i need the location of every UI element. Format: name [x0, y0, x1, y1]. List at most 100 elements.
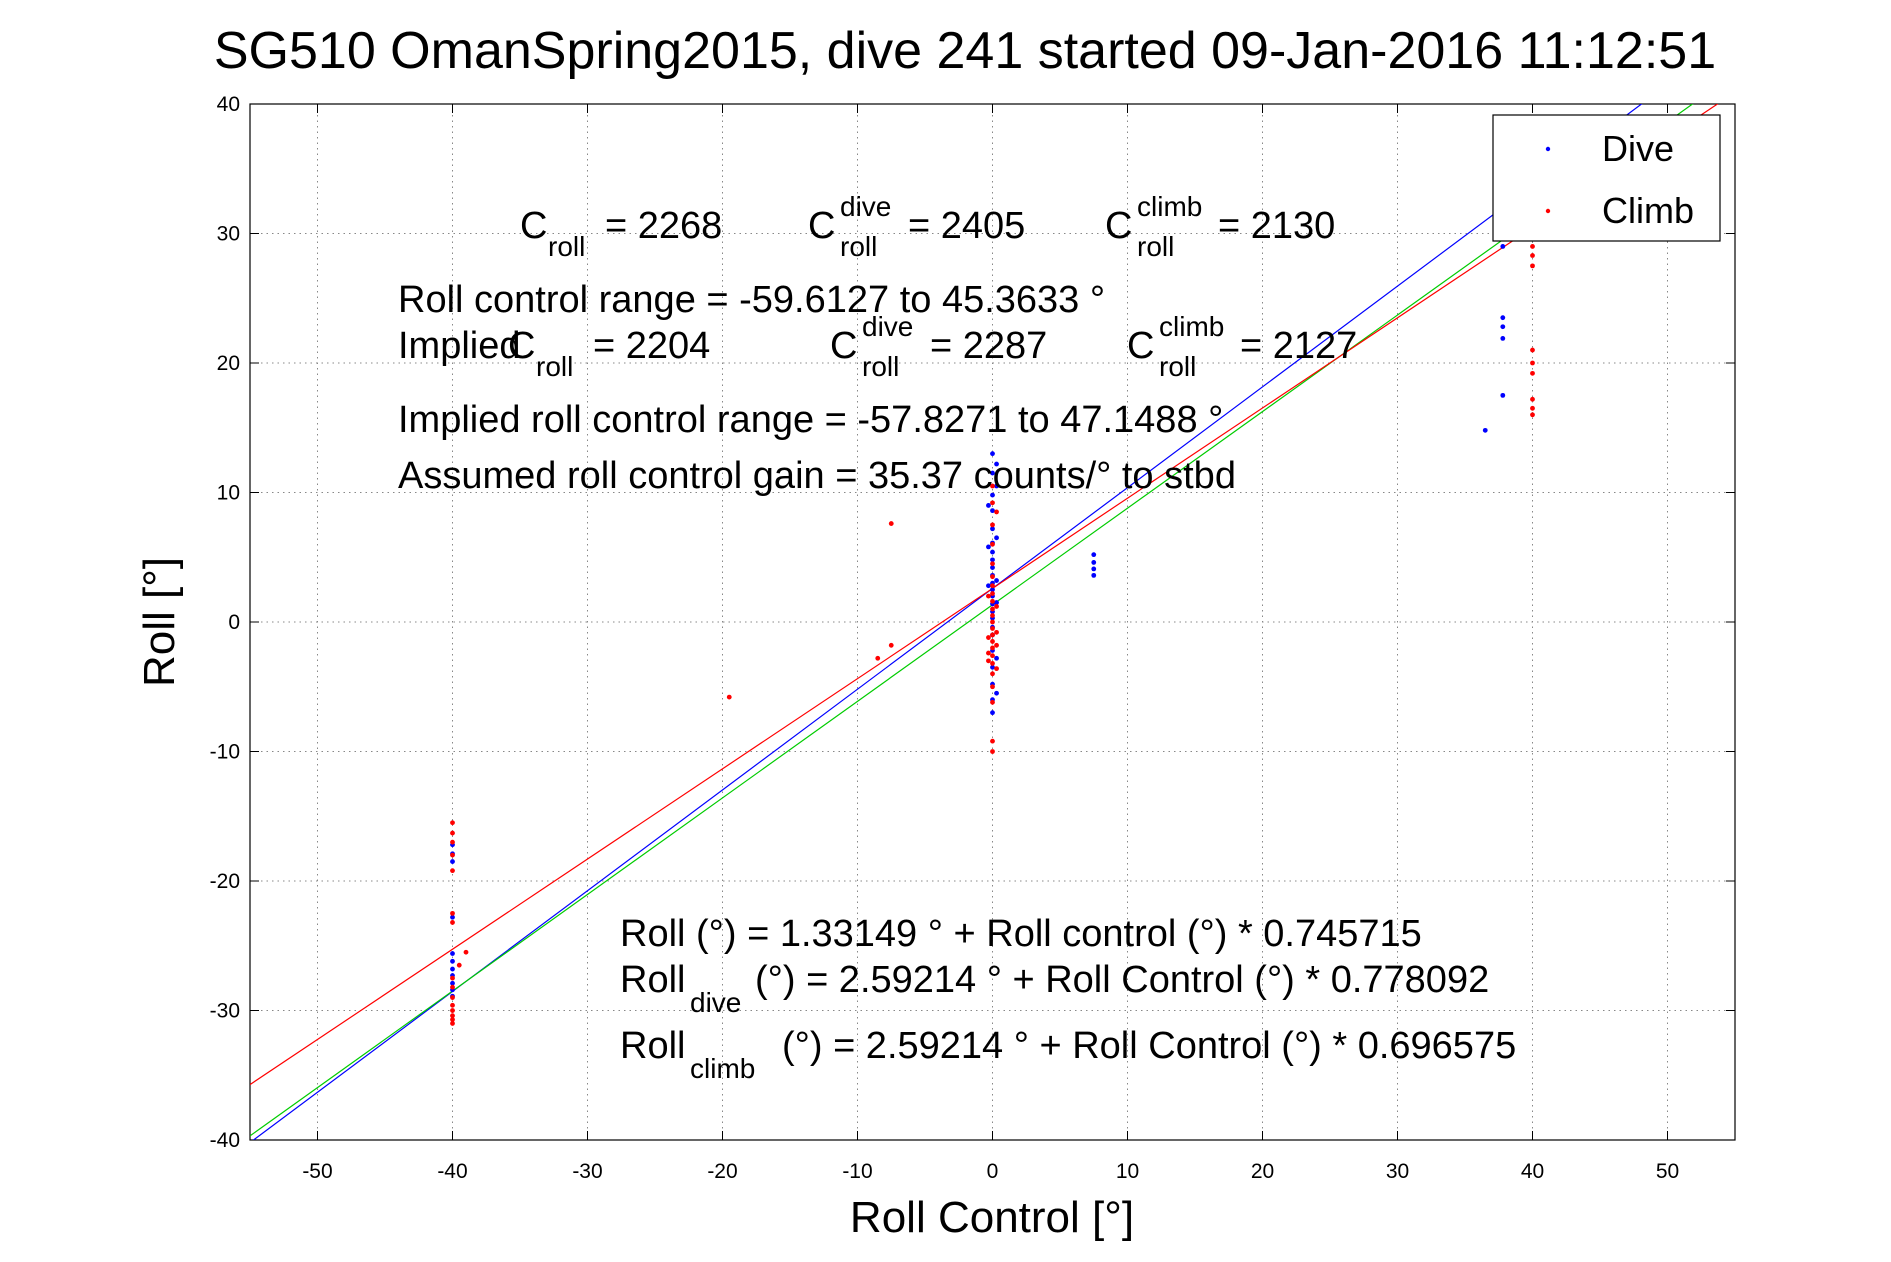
climb-point: [990, 653, 995, 659]
implied-c-subscript: roll: [536, 351, 573, 382]
climb-point: [450, 868, 455, 874]
climb-point: [450, 1021, 455, 1026]
y-tick-labels: -40 -30 -20 -10 0 10 20 30 40: [210, 93, 240, 1152]
legend: Dive Climb: [1492, 114, 1721, 242]
climb-point: [994, 629, 999, 635]
dive-point: [990, 470, 995, 476]
climb-point: [450, 984, 455, 990]
legend-label-dive: Dive: [1602, 128, 1674, 169]
c-roll-symbol: C: [520, 205, 547, 247]
dive-point: [994, 535, 999, 541]
climb-point: [888, 642, 894, 648]
dive-point: [990, 508, 995, 514]
c-dive-superscript: dive: [840, 191, 891, 222]
dive-point: [1091, 566, 1097, 572]
dive-point: [1500, 244, 1506, 249]
annotations: C roll = 2268 C dive roll = 2405 C climb…: [398, 191, 1516, 1084]
climb-point: [1530, 396, 1535, 402]
climb-point: [450, 910, 455, 916]
implied-dive-symbol: C: [830, 325, 857, 367]
dive-point: [450, 951, 455, 956]
dive-point: [994, 578, 999, 583]
dive-point: [994, 655, 999, 661]
implied-range: Implied roll control range = -57.8271 to…: [398, 399, 1223, 441]
dive-point: [450, 966, 455, 972]
y-tick-label: -20: [210, 870, 240, 893]
climb-point: [450, 1013, 455, 1019]
climb-point: [888, 521, 894, 526]
climb-point: [990, 749, 995, 754]
implied-climb-symbol: C: [1127, 325, 1154, 367]
climb-point: [456, 962, 462, 968]
climb-point: [450, 852, 455, 858]
x-tick-label: 40: [1521, 1160, 1544, 1183]
c-climb-symbol: C: [1105, 205, 1132, 247]
climb-point: [990, 574, 995, 580]
dive-point: [450, 980, 455, 986]
x-tick-label: 30: [1386, 1160, 1409, 1183]
climb-point: [990, 738, 995, 744]
x-tick-label: 0: [987, 1160, 999, 1183]
legend-label-climb: Climb: [1602, 190, 1694, 231]
fit-equation-overall: Roll (°) = 1.33149 ° + Roll control (°) …: [620, 913, 1422, 955]
climb-point: [1530, 405, 1535, 411]
implied-c-symbol: C: [508, 325, 535, 367]
implied-climb-value: = 2127: [1240, 325, 1357, 367]
dive-point: [1091, 552, 1097, 558]
climb-point: [990, 619, 995, 625]
climb-point: [990, 632, 995, 638]
dive-point: [994, 690, 999, 696]
climb-point: [450, 1002, 455, 1008]
climb-point: [450, 975, 455, 981]
y-axis-label: Roll [°]: [135, 557, 184, 687]
c-climb-superscript: climb: [1137, 191, 1202, 222]
climb-point: [990, 483, 995, 489]
implied-climb-subscript: roll: [1159, 351, 1196, 382]
x-tick-label: -50: [302, 1160, 332, 1183]
implied-label: Implied: [398, 325, 521, 367]
climb-point: [990, 671, 995, 677]
dive-point: [1482, 427, 1488, 433]
dive-point: [994, 600, 999, 605]
climb-point: [990, 645, 995, 651]
y-tick-label: 20: [217, 352, 240, 375]
climb-point: [990, 661, 995, 666]
climb-point: [990, 606, 995, 612]
fit-equation-climb-roll: Roll: [620, 1025, 685, 1067]
c-roll-value: = 2268: [605, 205, 722, 247]
climb-point: [450, 830, 455, 836]
fit-equation-dive-roll: Roll: [620, 959, 685, 1001]
climb-point: [990, 613, 995, 618]
x-tick-labels: -50 -40 -30 -20 -10 0 10 20 30 40 50: [302, 1160, 1679, 1183]
dive-point: [986, 544, 991, 550]
c-dive-value: = 2405: [908, 205, 1025, 247]
c-dive-subscript: roll: [840, 231, 877, 262]
climb-point: [450, 1008, 455, 1013]
assumed-gain: Assumed roll control gain = 35.37 counts…: [398, 455, 1236, 497]
x-tick-label: -40: [437, 1160, 467, 1183]
climb-point: [463, 949, 469, 955]
climb-point: [994, 666, 999, 672]
dive-point: [1091, 560, 1097, 565]
implied-c-value: = 2204: [593, 325, 710, 367]
climb-point: [875, 655, 881, 661]
x-tick-label: 10: [1116, 1160, 1139, 1183]
dive-point: [986, 503, 991, 508]
climb-point: [1530, 263, 1535, 269]
implied-climb-superscript: climb: [1159, 311, 1224, 342]
y-tick-label: 30: [217, 223, 240, 246]
legend-marker-dive: [1545, 146, 1551, 152]
climb-point: [986, 658, 991, 664]
climb-point: [990, 598, 995, 604]
dive-point: [990, 557, 995, 563]
climb-point: [986, 593, 991, 599]
fit-equation-dive: (°) = 2.59214 ° + Roll Control (°) * 0.7…: [755, 959, 1489, 1001]
climb-point: [1530, 412, 1535, 418]
dive-point: [990, 492, 995, 498]
x-tick-label: 50: [1656, 1160, 1679, 1183]
fit-equation-climb: (°) = 2.59214 ° + Roll Control (°) * 0.6…: [782, 1025, 1516, 1067]
c-roll-subscript: roll: [548, 231, 585, 262]
chart-title: SG510 OmanSpring2015, dive 241 started 0…: [214, 22, 1716, 80]
climb-point: [450, 839, 455, 845]
